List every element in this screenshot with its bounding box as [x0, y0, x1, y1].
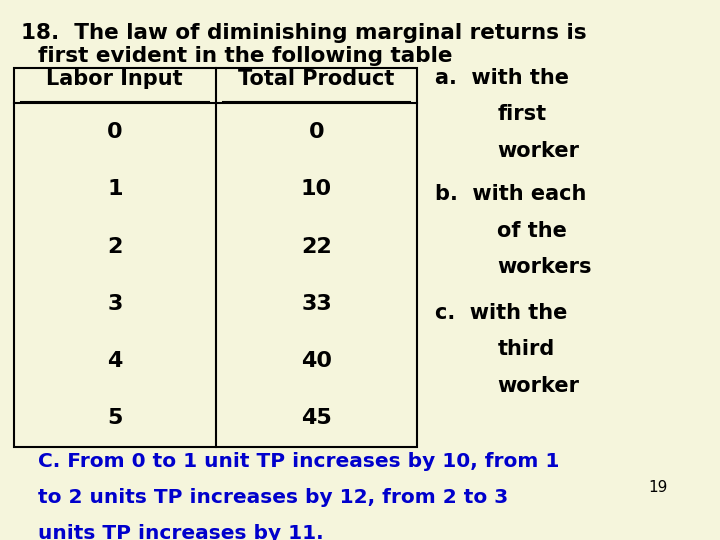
Text: 10: 10 — [301, 179, 332, 199]
Text: Labor Input: Labor Input — [47, 69, 183, 89]
Text: first evident in the following table: first evident in the following table — [38, 46, 453, 66]
Text: Total Product: Total Product — [238, 69, 395, 89]
Text: of the: of the — [498, 221, 567, 241]
Text: c.  with the: c. with the — [435, 303, 567, 323]
Text: 19: 19 — [649, 480, 668, 495]
Text: 33: 33 — [301, 294, 332, 314]
Text: 3: 3 — [107, 294, 122, 314]
Text: C. From 0 to 1 unit TP increases by 10, from 1: C. From 0 to 1 unit TP increases by 10, … — [38, 452, 559, 471]
Text: 45: 45 — [301, 408, 332, 428]
Text: 0: 0 — [309, 122, 324, 142]
Text: 4: 4 — [107, 351, 122, 371]
Text: units TP increases by 11.: units TP increases by 11. — [38, 524, 324, 540]
Text: 40: 40 — [301, 351, 332, 371]
Text: 22: 22 — [301, 237, 332, 256]
Text: a.  with the: a. with the — [435, 68, 569, 88]
Text: 5: 5 — [107, 408, 122, 428]
Text: worker: worker — [498, 141, 580, 161]
FancyBboxPatch shape — [14, 68, 418, 447]
Text: worker: worker — [498, 375, 580, 396]
Text: 0: 0 — [107, 122, 122, 142]
Text: b.  with each: b. with each — [435, 184, 586, 204]
Text: first: first — [498, 105, 546, 125]
Text: 2: 2 — [107, 237, 122, 256]
Text: 18.  The law of diminishing marginal returns is: 18. The law of diminishing marginal retu… — [21, 23, 587, 43]
Text: to 2 units TP increases by 12, from 2 to 3: to 2 units TP increases by 12, from 2 to… — [38, 488, 508, 507]
Text: workers: workers — [498, 257, 592, 277]
Text: 1: 1 — [107, 179, 122, 199]
Text: third: third — [498, 339, 554, 359]
